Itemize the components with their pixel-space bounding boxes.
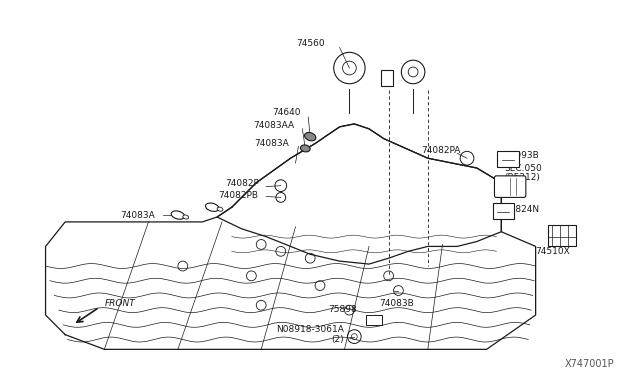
Ellipse shape	[171, 211, 184, 219]
FancyBboxPatch shape	[495, 176, 526, 198]
FancyBboxPatch shape	[493, 203, 514, 219]
Text: 74560: 74560	[296, 39, 325, 48]
Text: 74510X: 74510X	[535, 247, 570, 256]
Ellipse shape	[183, 215, 189, 219]
FancyBboxPatch shape	[497, 151, 519, 167]
Ellipse shape	[300, 145, 310, 152]
Text: 74082PA: 74082PA	[420, 146, 460, 155]
Text: 74093B: 74093B	[504, 151, 539, 160]
Text: FRONT: FRONT	[104, 299, 135, 308]
Text: (2): (2)	[331, 335, 344, 344]
Text: 74640: 74640	[272, 108, 300, 117]
Text: 74083A: 74083A	[120, 211, 156, 219]
Text: 64824N: 64824N	[504, 205, 540, 214]
FancyBboxPatch shape	[366, 315, 381, 325]
Ellipse shape	[217, 207, 223, 211]
FancyBboxPatch shape	[548, 225, 576, 246]
Text: (B5212): (B5212)	[504, 173, 540, 182]
Text: 74083A: 74083A	[254, 139, 289, 148]
Text: 74083AA: 74083AA	[253, 121, 294, 130]
Text: SEC.050: SEC.050	[504, 164, 542, 173]
Text: N08918-3061A: N08918-3061A	[276, 325, 344, 334]
FancyBboxPatch shape	[381, 70, 392, 86]
Text: X747001P: X747001P	[564, 359, 614, 369]
Text: 74083B: 74083B	[379, 299, 414, 308]
Text: 74082P: 74082P	[225, 179, 259, 188]
Text: 75898: 75898	[328, 305, 357, 314]
Ellipse shape	[305, 132, 316, 141]
Ellipse shape	[205, 203, 219, 211]
Text: 74082PB: 74082PB	[218, 191, 259, 200]
